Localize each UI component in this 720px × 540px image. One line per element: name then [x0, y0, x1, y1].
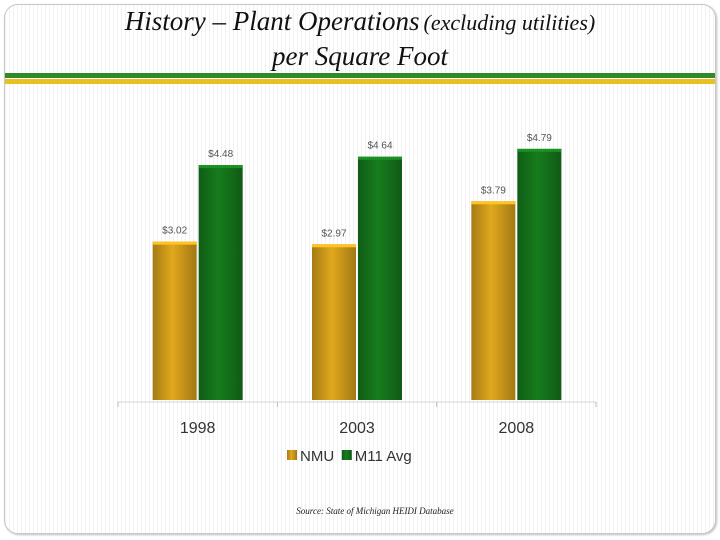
data-label: $3.79	[481, 185, 506, 196]
bar-nmu-2008	[471, 201, 516, 400]
legend-label-m11-avg: M11 Avg	[355, 448, 412, 465]
bar-top-highlight	[358, 156, 402, 160]
bar-m11-avg-2008	[517, 148, 562, 400]
x-tick-label-2003: 2003	[339, 420, 375, 437]
title-main: History – Plant Operations	[124, 6, 420, 36]
data-label: $3.02	[162, 226, 187, 237]
title-line2: per Square Foot	[272, 41, 448, 71]
bar-nmu-1998	[152, 241, 197, 400]
x-tick-label-1998: 1998	[180, 420, 216, 437]
x-tick-label-2008: 2008	[499, 420, 535, 437]
data-label: $4.79	[527, 133, 552, 144]
bar-top-highlight	[198, 165, 243, 169]
source-note: Source: State of Michigan HEIDI Database	[296, 506, 454, 516]
bar-nmu-2003	[312, 244, 356, 400]
legend-label-nmu: NMU	[300, 448, 334, 465]
bar-m11-avg-2003	[358, 156, 402, 400]
data-label: $4.48	[208, 149, 233, 160]
bar-top-highlight	[471, 201, 516, 205]
header-band-yellow	[5, 79, 715, 84]
bar-top-highlight	[312, 244, 356, 248]
data-label: $4 64	[367, 141, 392, 152]
legend-swatch-nmu	[287, 450, 297, 460]
slide-title: History – Plant Operations (excluding ut…	[0, 6, 720, 76]
title-paren: (excluding utilities)	[423, 10, 596, 35]
legend-swatch-m11-avg	[341, 450, 352, 460]
bar-top-highlight	[152, 241, 197, 245]
header-band-green	[5, 73, 715, 78]
data-label: $2.97	[321, 228, 346, 239]
bar-top-highlight	[517, 148, 562, 152]
bar-m11-avg-1998	[198, 165, 243, 400]
